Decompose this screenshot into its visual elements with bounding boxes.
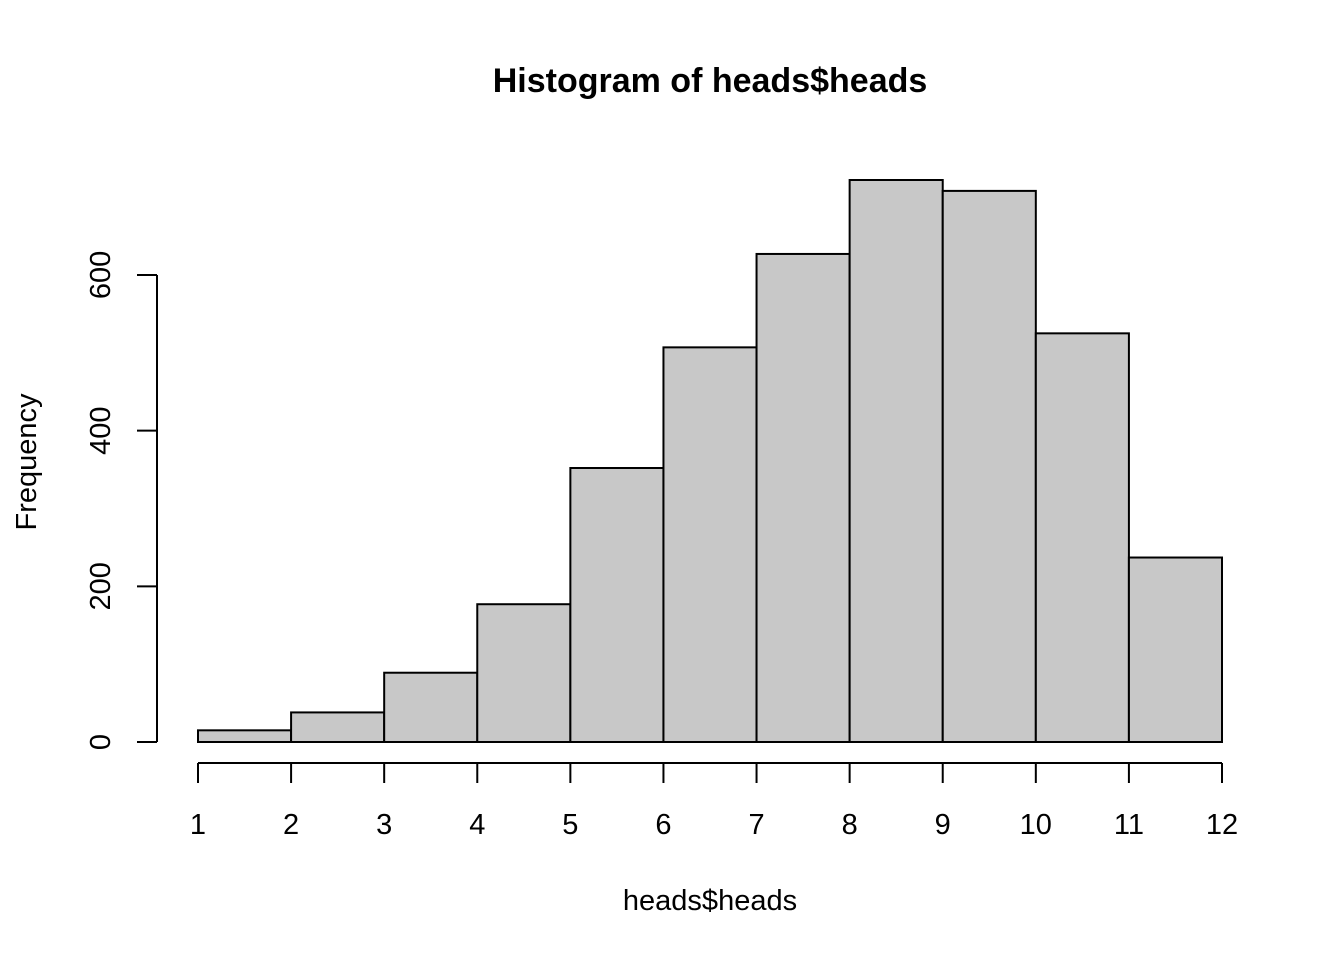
x-tick-label: 7 [748,809,764,841]
x-tick-label: 3 [376,809,392,841]
y-tick-label: 600 [85,251,117,299]
x-tick-label: 12 [1206,809,1238,841]
x-tick-label: 9 [935,809,951,841]
histogram-bar [197,729,293,743]
histogram-bar [1127,556,1223,743]
x-tick-label: 2 [283,809,299,841]
x-tick-label: 5 [562,809,578,841]
x-tick-label: 1 [190,809,206,841]
x-axis-label: heads$heads [623,885,797,917]
histogram-bar [848,179,944,743]
histogram-bar [476,603,572,743]
x-tick-label: 11 [1114,809,1144,841]
x-axis: 1 2 3 4 5 6 7 8 9 10 11 12 [190,762,1238,841]
histogram-bar [290,711,386,744]
bars-group [197,179,1223,744]
y-tick-label: 400 [85,406,117,454]
histogram-bar [755,252,851,744]
x-tick-label: 4 [469,809,485,841]
y-axis-label: Frequency [11,393,43,531]
x-tick-label: 10 [1020,809,1052,841]
histogram-bar [662,346,758,743]
histogram-bar [569,467,665,743]
histogram-bar [1034,332,1130,743]
histogram-bar [383,671,479,743]
x-tick-label: 6 [655,809,671,841]
y-tick-label: 200 [85,562,117,610]
histogram-bar [941,189,1037,743]
y-axis: 0 200 400 600 [85,251,158,750]
chart-title: Histogram of heads$heads [493,62,928,100]
y-tick-label: 0 [85,734,117,750]
x-tick-label: 8 [842,809,858,841]
